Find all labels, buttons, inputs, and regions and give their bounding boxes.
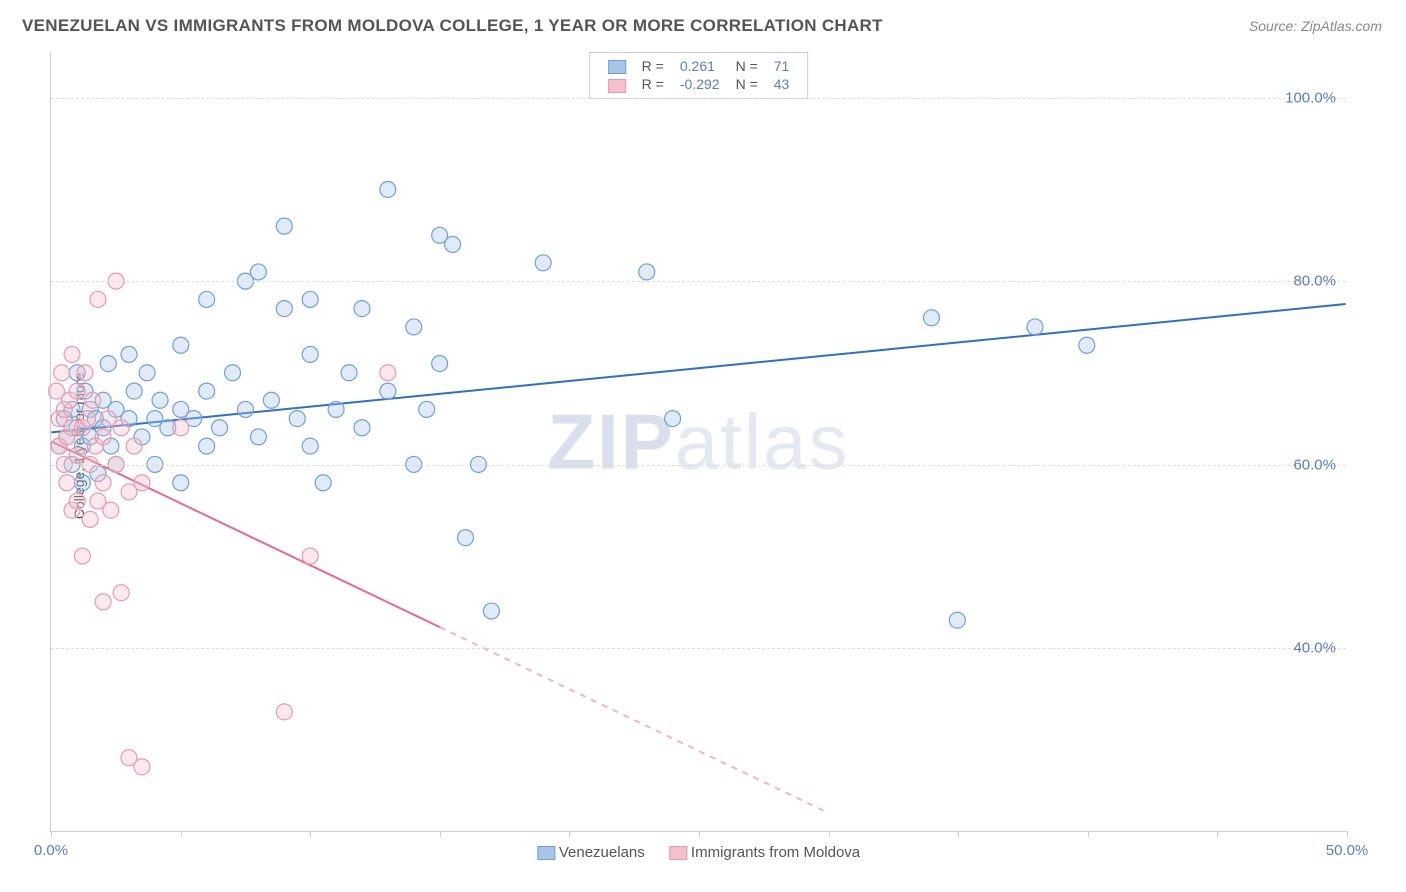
y-tick-label: 100.0% — [1285, 89, 1336, 106]
swatch-moldova-icon — [669, 846, 687, 860]
gridline — [51, 281, 1346, 282]
x-tick — [829, 831, 830, 837]
series-legend: Venezuelans Immigrants from Moldova — [527, 844, 870, 861]
legend-item-moldova: Immigrants from Moldova — [669, 844, 860, 861]
chart-title: VENEZUELAN VS IMMIGRANTS FROM MOLDOVA CO… — [22, 16, 883, 36]
x-tick-label: 50.0% — [1326, 842, 1369, 859]
gridline — [51, 648, 1346, 649]
y-tick-label: 60.0% — [1293, 456, 1336, 473]
x-tick — [699, 831, 700, 837]
scatter-svg — [51, 52, 1346, 831]
gridline — [51, 98, 1346, 99]
chart-plot-area: ZIPatlas R = 0.261 N = 71 R = -0.292 N =… — [50, 52, 1346, 832]
y-tick-label: 80.0% — [1293, 273, 1336, 290]
x-tick — [569, 831, 570, 837]
gridline — [51, 465, 1346, 466]
x-tick — [1088, 831, 1089, 837]
source-label: Source: ZipAtlas.com — [1249, 18, 1382, 34]
x-tick — [440, 831, 441, 837]
x-tick — [958, 831, 959, 837]
swatch-venezuelans-icon — [537, 846, 555, 860]
x-tick — [51, 831, 52, 837]
x-tick — [1217, 831, 1218, 837]
legend-item-venezuelans: Venezuelans — [537, 844, 645, 861]
x-tick-label: 0.0% — [34, 842, 68, 859]
x-tick — [310, 831, 311, 837]
x-tick — [181, 831, 182, 837]
x-tick — [1347, 831, 1348, 837]
y-tick-label: 40.0% — [1293, 640, 1336, 657]
